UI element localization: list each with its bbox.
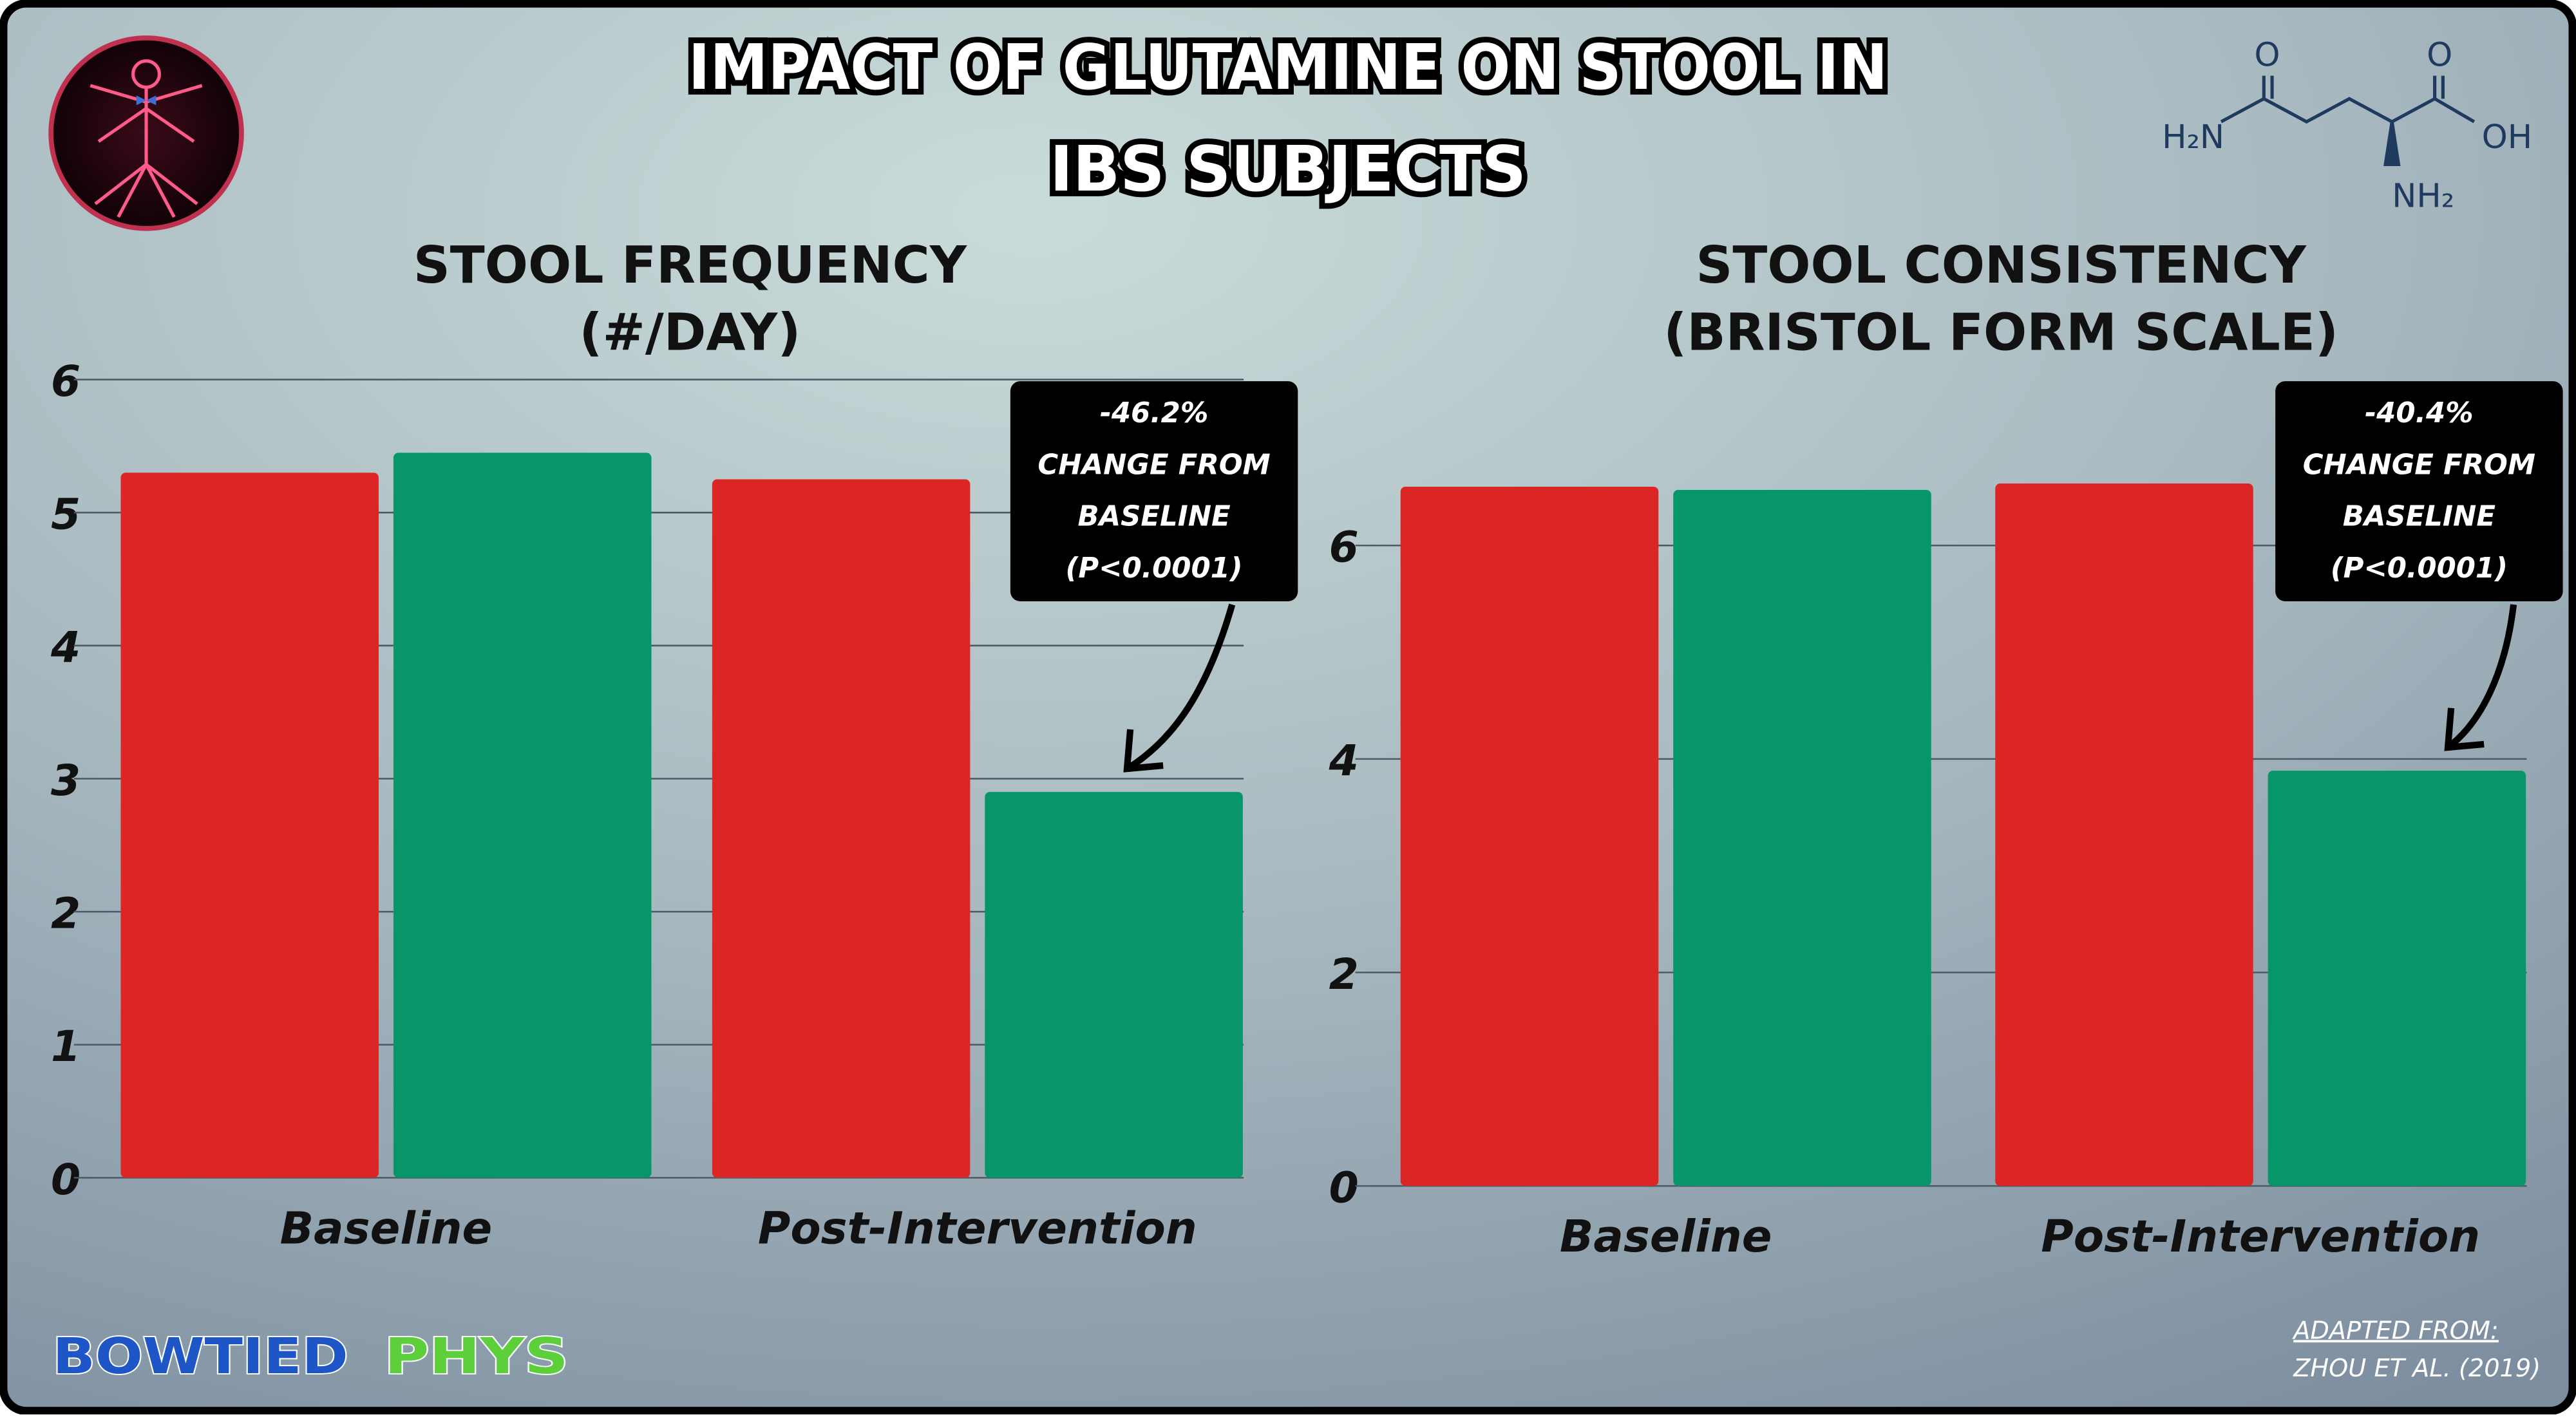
annotation-arrow — [2445, 604, 2517, 751]
y-tick-label: 4 — [1329, 735, 1359, 785]
chart-title: (#/DAY) — [579, 303, 800, 362]
brand: BOWTIED — [53, 1328, 348, 1385]
atom-label: O — [2427, 36, 2452, 74]
y-tick-label: 3 — [51, 755, 80, 805]
annotation: -40.4% — [2365, 397, 2473, 429]
arrow-head — [2444, 708, 2485, 751]
x-tick-label: Post-Intervention — [2041, 1211, 2480, 1262]
bar — [712, 479, 971, 1178]
annotation: BASELINE — [1078, 501, 1231, 533]
chart-title: STOOL FREQUENCY — [413, 236, 968, 295]
annotation: (P<0.0001) — [1066, 552, 1243, 585]
y-tick-label: 2 — [51, 888, 80, 939]
y-tick-label: 0 — [1329, 1163, 1359, 1213]
y-tick-label: 4 — [50, 622, 80, 672]
annotation: CHANGE FROM — [1037, 449, 1270, 481]
icon — [48, 35, 244, 231]
atom-label: O — [2254, 36, 2280, 74]
source: ADAPTED FROM: — [2291, 1316, 2499, 1345]
arrow-head — [1123, 729, 1164, 773]
annotation: -46.2% — [1100, 397, 1208, 429]
source: ZHOU ET AL. (2019) — [2293, 1354, 2541, 1383]
atom-label: OH — [2482, 118, 2533, 156]
bar — [985, 792, 1243, 1178]
annotation-box — [2275, 381, 2563, 601]
annotation-arrow — [1125, 603, 1236, 772]
y-tick-label: 0 — [51, 1154, 80, 1205]
bar — [393, 453, 652, 1178]
x-tick-label: Baseline — [1560, 1211, 1772, 1262]
y-tick-label: 6 — [1329, 522, 1359, 572]
x-tick-label: Post-Intervention — [758, 1203, 1197, 1254]
chart-title: (BRISTOL FORM SCALE) — [1663, 303, 2338, 362]
y-tick-label: 5 — [51, 489, 80, 540]
bar — [120, 473, 379, 1178]
molecule — [2220, 75, 2476, 166]
y-tick-label: 6 — [51, 356, 80, 406]
bar — [1995, 483, 2253, 1187]
bar — [1400, 487, 1659, 1187]
title: IMPACT OF GLUTAMINE ON STOOL IN — [688, 31, 1888, 104]
annotation: BASELINE — [2343, 501, 2496, 533]
y-tick-label: 1 — [51, 1021, 80, 1071]
x-tick-label: Baseline — [280, 1203, 493, 1254]
bar — [2268, 771, 2526, 1187]
annotation-box — [1010, 381, 1298, 601]
title: IBS SUBJECTS — [1050, 133, 1526, 205]
chart-title: STOOL CONSISTENCY — [1696, 236, 2307, 295]
bar — [1673, 490, 1931, 1187]
atom-label: NH₂ — [2392, 178, 2454, 216]
atom-label: H₂N — [2162, 118, 2224, 156]
annotation: (P<0.0001) — [2331, 552, 2508, 585]
brand: PHYS — [384, 1328, 569, 1385]
y-tick-label: 2 — [1329, 949, 1359, 999]
annotation: CHANGE FROM — [2303, 449, 2535, 481]
